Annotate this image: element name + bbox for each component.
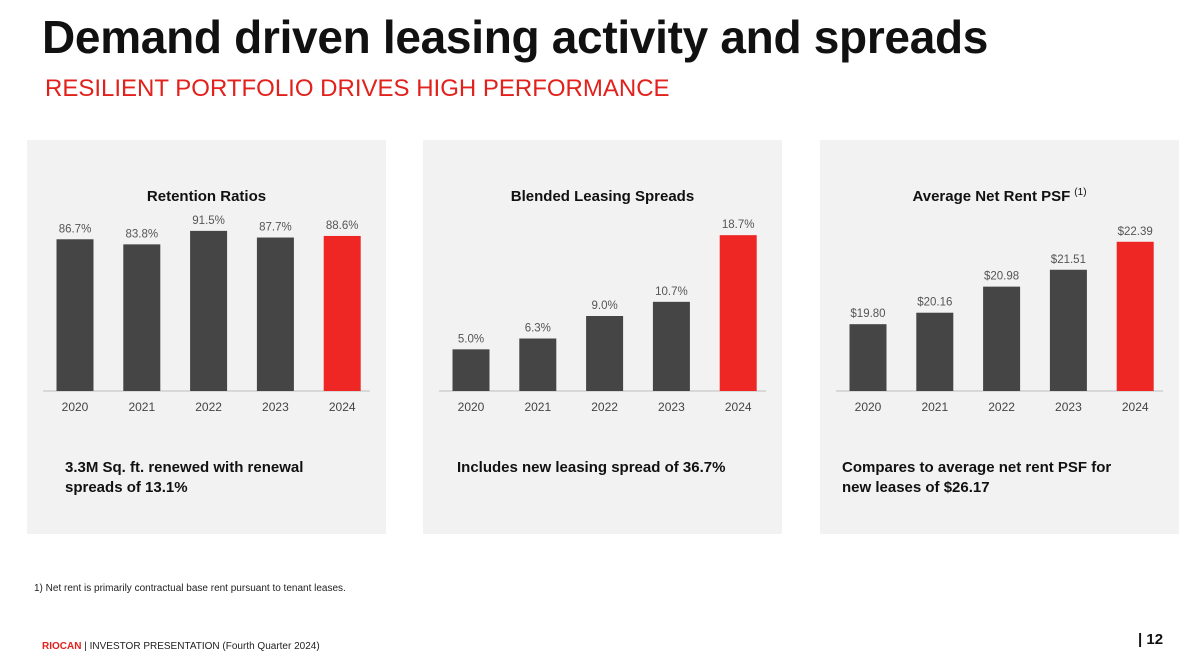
footnote: 1) Net rent is primarily contractual bas…	[34, 583, 346, 594]
retention-ratios-value-label-2024: 88.6%	[326, 220, 359, 232]
blended-leasing-spreads-bar-2021	[519, 338, 557, 391]
blended-leasing-spreads-category-label-2024: 2024	[725, 400, 752, 414]
average-net-rent-psf-bar-2021	[916, 312, 954, 391]
retention-ratios-bar-2021	[123, 244, 161, 391]
net-rent-chart: Average Net Rent PSF (1) $19.80 2020 $20.16 2…	[836, 187, 1163, 414]
blended-leasing-spreads-category-label-2022: 2022	[591, 400, 618, 414]
retention-ratios-title: Retention Ratios	[147, 188, 266, 205]
retention-ratios-category-label-2024: 2024	[329, 400, 356, 414]
net-rent-panel: Average Net Rent PSF (1) $19.80 2020 $20.16 2…	[820, 140, 1179, 534]
blended-leasing-spreads-category-label-2021: 2021	[524, 400, 551, 414]
average-net-rent-psf-value-label-2020: $19.80	[850, 308, 885, 320]
leasing-spreads-panel: Blended Leasing Spreads 5.0% 2020 6.3% 2021 9…	[423, 140, 782, 534]
retention-ratios-chart: Retention Ratios 86.7% 2020 83.8% 2021 91.5% 2…	[43, 188, 370, 414]
blended-leasing-spreads-bar-2023	[652, 301, 690, 391]
retention-ratios-value-label-2022: 91.5%	[192, 215, 225, 227]
net-rent-note: Compares to average net rent PSF for new…	[842, 459, 1112, 496]
retention-ratios-value-label-2020: 86.7%	[59, 223, 92, 235]
blended-leasing-spreads-bar-2024	[719, 235, 757, 391]
average-net-rent-psf-bar-2020	[849, 324, 887, 391]
retention-ratios-bar-2022	[190, 230, 228, 391]
retention-ratios-category-label-2021: 2021	[128, 400, 155, 414]
leasing-spreads-note: Includes new leasing spread of 36.7%	[457, 459, 726, 476]
average-net-rent-psf-bar-2024	[1116, 241, 1154, 391]
average-net-rent-psf-bar-2022	[983, 286, 1021, 391]
retention-ratios-category-label-2020: 2020	[62, 400, 89, 414]
average-net-rent-psf-title: Average Net Rent PSF (1)	[912, 187, 1086, 205]
retention-note: 3.3M Sq. ft. renewed with renewal spread…	[65, 459, 304, 496]
retention-ratios-bar-2023	[256, 237, 294, 391]
average-net-rent-psf-value-label-2022: $20.98	[984, 271, 1019, 283]
average-net-rent-psf-category-label-2022: 2022	[988, 400, 1015, 414]
average-net-rent-psf-category-label-2024: 2024	[1122, 400, 1149, 414]
average-net-rent-psf-category-label-2023: 2023	[1055, 400, 1082, 414]
blended-leasing-spreads-category-label-2020: 2020	[458, 400, 485, 414]
page-subtitle: RESILIENT PORTFOLIO DRIVES HIGH PERFORMA…	[45, 75, 670, 102]
blended-leasing-spreads-title: Blended Leasing Spreads	[511, 188, 694, 205]
blended-leasing-spreads-value-label-2022: 9.0%	[591, 300, 617, 312]
footer-text: | INVESTOR PRESENTATION (Fourth Quarter …	[81, 641, 320, 652]
blended-leasing-spreads-category-label-2023: 2023	[658, 400, 685, 414]
leasing-spreads-chart: Blended Leasing Spreads 5.0% 2020 6.3% 2021 9…	[439, 188, 766, 414]
blended-leasing-spreads-value-label-2024: 18.7%	[722, 219, 755, 231]
retention-ratios-panel: Retention Ratios 86.7% 2020 83.8% 2021 91.5% 2…	[27, 140, 386, 534]
blended-leasing-spreads-bar-2020	[452, 349, 490, 391]
retention-ratios-category-label-2023: 2023	[262, 400, 289, 414]
retention-ratios-bar-2024	[323, 235, 361, 391]
retention-ratios-value-label-2021: 83.8%	[125, 228, 158, 240]
average-net-rent-psf-category-label-2020: 2020	[855, 400, 882, 414]
blended-leasing-spreads-bar-2022	[586, 316, 624, 391]
retention-ratios-value-label-2023: 87.7%	[259, 222, 292, 234]
average-net-rent-psf-value-label-2023: $21.51	[1051, 254, 1086, 266]
blended-leasing-spreads-value-label-2020: 5.0%	[458, 333, 484, 345]
average-net-rent-psf-value-label-2021: $20.16	[917, 297, 952, 309]
page-number: | 12	[1138, 631, 1164, 648]
footer-brand: RIOCAN	[42, 641, 82, 652]
retention-ratios-category-label-2022: 2022	[195, 400, 222, 414]
footer: RIOCAN | INVESTOR PRESENTATION (Fourth Q…	[42, 641, 320, 652]
average-net-rent-psf-category-label-2021: 2021	[921, 400, 948, 414]
average-net-rent-psf-bar-2023	[1049, 269, 1087, 391]
page-title: Demand driven leasing activity and sprea…	[42, 11, 989, 63]
blended-leasing-spreads-value-label-2021: 6.3%	[525, 323, 551, 335]
blended-leasing-spreads-value-label-2023: 10.7%	[655, 286, 688, 298]
average-net-rent-psf-value-label-2024: $22.39	[1118, 226, 1153, 238]
retention-ratios-bar-2020	[56, 239, 94, 391]
